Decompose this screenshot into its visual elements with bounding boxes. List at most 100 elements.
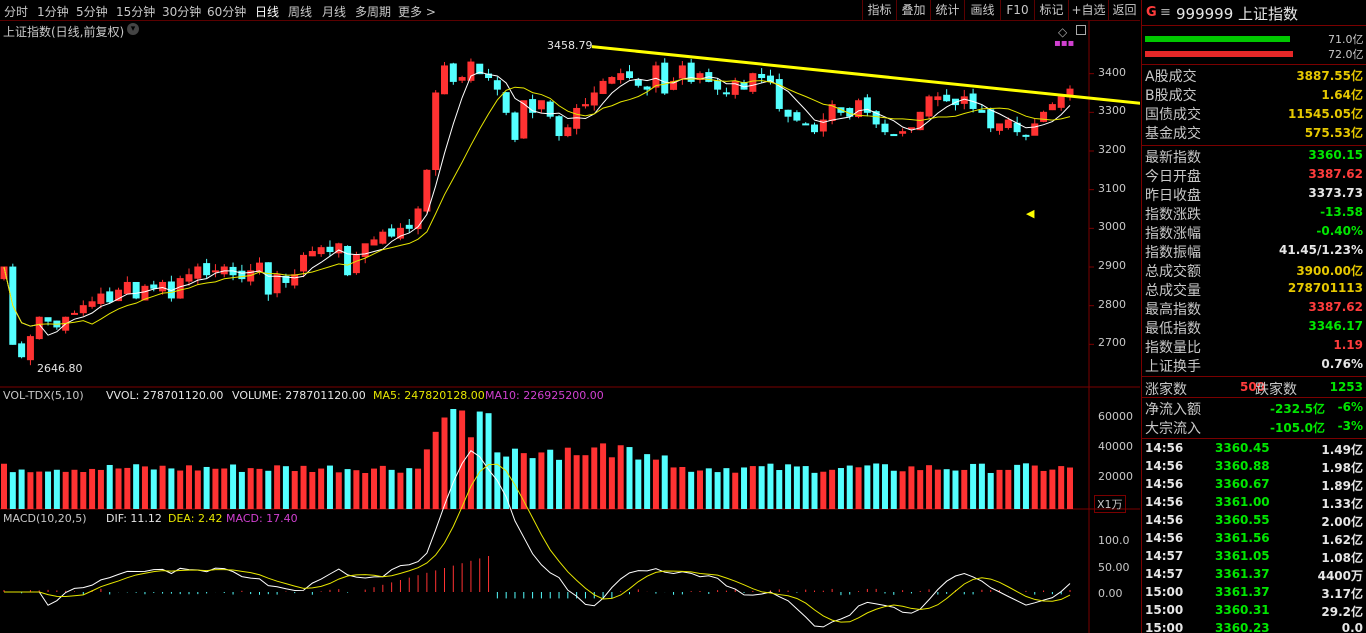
stat-row-8-value: 3387.62 [1308,300,1363,314]
volume-bar [265,470,272,509]
volume-bar [476,411,483,509]
volume-bar [18,469,25,509]
candle-body [432,92,440,171]
volume-bar [635,459,642,509]
vol-axis-40000: 40000 [1098,440,1133,453]
chevron-down-icon[interactable]: ▾ [127,23,139,35]
period-multi[interactable]: 多周期 [355,5,392,19]
arrow-left-icon: ◀ [1026,207,1035,220]
candle-body [26,336,34,361]
quote-row-1-label: B股成交 [1145,88,1197,104]
candle-body [405,224,413,229]
add-favorite-button[interactable]: +自选 [1068,0,1108,21]
volume-bar [9,472,16,509]
candle-body [467,61,475,81]
stats-button[interactable]: 统计 [930,0,964,21]
period-daily[interactable]: 日线 [255,5,280,19]
candle-body [132,281,140,299]
volume-bar [811,472,818,509]
candle-body [282,275,290,283]
tick-volume: 1.98亿 [1321,461,1363,475]
advance-decline-row: 涨家数 500 跌家数 1253 [1145,379,1363,398]
volume-bar [238,471,245,509]
stat-row-2-label: 昨日收盘 [1145,188,1201,204]
period-more[interactable]: 更多 > [398,5,436,19]
stat-row-11-value: 0.76% [1321,357,1363,371]
period-weekly[interactable]: 周线 [288,5,313,19]
candle-body [793,112,801,121]
volume-bar [36,471,43,509]
stat-row-9-label: 最低指数 [1145,321,1201,337]
sell-bar-value: 72.0亿 [1328,48,1364,61]
price-axis-label: 3100 [1098,181,1126,195]
volume-bar [124,467,131,509]
indicator-button[interactable]: 指标 [862,0,896,21]
overlay-button[interactable]: 叠加 [896,0,930,21]
candle-body [255,262,263,272]
volume-bar [591,447,598,509]
tick-row: 15:00 3360.23 0.0 [1145,621,1363,633]
period-fenshi[interactable]: 分时 [4,5,29,19]
tick-time: 15:00 [1145,585,1184,599]
volume-bar [1049,469,1056,509]
quote-row-3: 基金成交 575.53亿 [1145,123,1363,142]
volume-bar [150,469,157,509]
volume-bar [679,467,686,509]
candle-body [643,86,651,90]
volume-bar [177,470,184,509]
volume-bar [582,455,589,509]
f10-button[interactable]: F10 [1000,0,1034,21]
candlestick-chart[interactable] [0,21,1140,633]
diamond-icon[interactable]: ◇ [1058,25,1068,39]
candle-body [44,317,52,322]
candle-body [440,65,448,95]
period-30min[interactable]: 30分钟 [162,5,202,19]
chart-title: 上证指数(日线,前复权) [3,25,125,39]
candle-body [802,123,810,126]
stat-row-1: 今日开盘 3387.62 [1145,166,1363,185]
volume-bar [732,472,739,509]
menu-icon[interactable]: ≡ [1160,5,1171,20]
volume-bar [441,417,448,509]
trendline [591,45,1140,105]
volume-bar [388,469,395,509]
volume-bar [802,466,809,509]
volume-bar [45,471,52,509]
period-60min[interactable]: 60分钟 [207,5,247,19]
volume-bar [459,410,466,509]
candle-body [784,109,792,117]
tick-row: 14:56 3360.55 2.00亿 [1145,513,1363,531]
price-axis-label: 3000 [1098,220,1126,234]
tick-row: 15:00 3360.31 29.2亿 [1145,603,1363,621]
period-15min[interactable]: 15分钟 [116,5,156,19]
stat-row-3-label: 指数涨跌 [1145,207,1201,223]
back-button[interactable]: 返回 [1108,0,1140,21]
volume-bar [917,470,924,509]
volume-bar [27,472,34,509]
period-1min[interactable]: 1分钟 [37,5,69,19]
price-axis-label: 3400 [1098,65,1126,79]
volume-bar [503,456,510,509]
volume-bar [1014,464,1021,509]
volume-bar [511,448,518,509]
period-5min[interactable]: 5分钟 [76,5,108,19]
candle-body [352,254,360,274]
candle-body [123,281,131,294]
quote-row-2-label: 国债成交 [1145,107,1201,123]
window-icon[interactable] [1076,25,1086,35]
candle-body [1040,111,1048,122]
volume-bar [600,443,607,509]
candle-body [731,80,739,95]
down-count-label: 跌家数 [1255,382,1297,398]
volume-bar [943,469,950,509]
mark-button[interactable]: 标记 [1034,0,1068,21]
volume-bar [829,469,836,509]
vol-unit[interactable]: X1万 [1094,495,1126,513]
tick-price: 3360.55 [1215,513,1270,527]
volume-bar [934,469,941,509]
draw-button[interactable]: 画线 [964,0,1000,21]
candle-body [203,263,211,276]
quote-row-2: 国债成交 11545.05亿 [1145,104,1363,123]
volume-bar [846,465,853,509]
period-monthly[interactable]: 月线 [322,5,347,19]
